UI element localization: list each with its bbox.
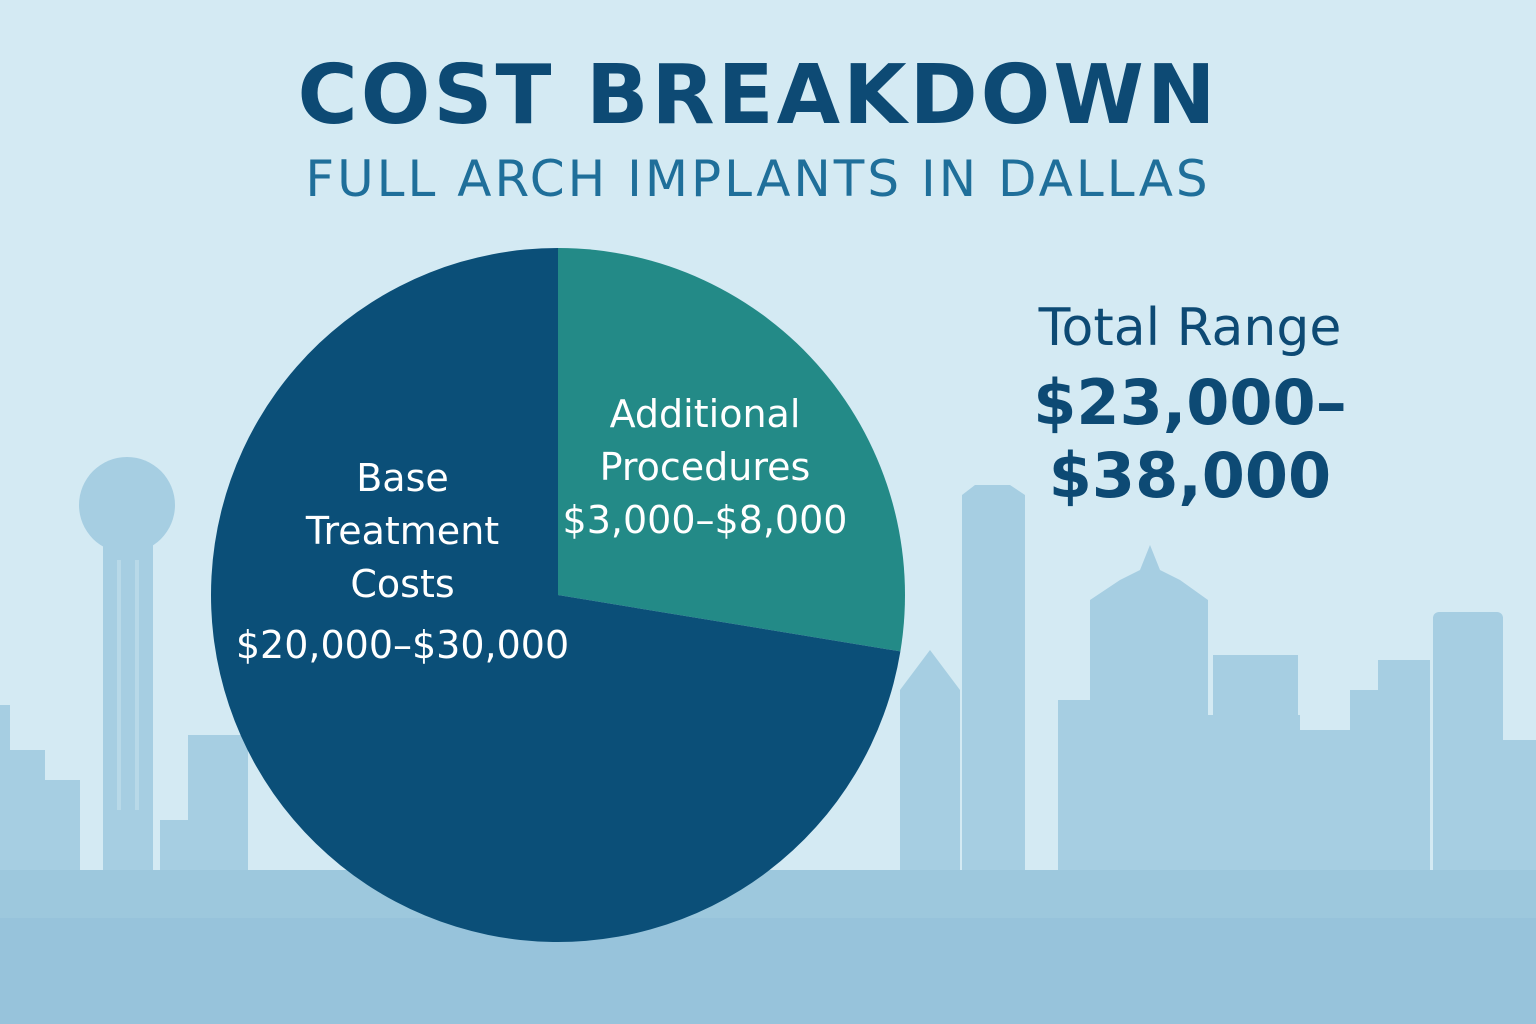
reunion-tower — [103, 545, 153, 920]
total-range-label: Total Range — [1038, 298, 1342, 358]
tower-windows — [117, 560, 139, 810]
pie-slice-base — [210, 248, 901, 942]
label-line: Additional — [609, 392, 801, 436]
slice-label-base: Base Treatment Costs $20,000–$30,000 — [235, 452, 570, 672]
tall-tower — [962, 495, 1025, 920]
building-roof — [900, 650, 960, 690]
pie-slice-additional — [558, 248, 905, 652]
reunion-tower-ball — [79, 457, 175, 553]
building-roof — [1090, 545, 1208, 600]
water — [0, 918, 1536, 1024]
total-range: Total Range $23,000–$38,000 — [900, 0, 1480, 512]
label-line: Procedures — [599, 445, 811, 489]
slice-label-additional: Additional Procedures $3,000–$8,000 — [540, 388, 870, 547]
label-line: Costs — [350, 562, 455, 606]
slice-value-base: $20,000–$30,000 — [235, 623, 570, 667]
building — [1213, 655, 1298, 725]
label-line: Treatment — [305, 509, 500, 553]
label-line: Base — [356, 456, 449, 500]
building-roof — [962, 485, 1025, 495]
page-subtitle: FULL ARCH IMPLANTS IN DALLAS — [305, 150, 1211, 208]
treeline — [0, 870, 1536, 920]
page-title: COST BREAKDOWN — [297, 48, 1219, 143]
slice-value-additional: $3,000–$8,000 — [562, 498, 848, 542]
total-range-value: $23,000–$38,000 — [1033, 366, 1347, 512]
